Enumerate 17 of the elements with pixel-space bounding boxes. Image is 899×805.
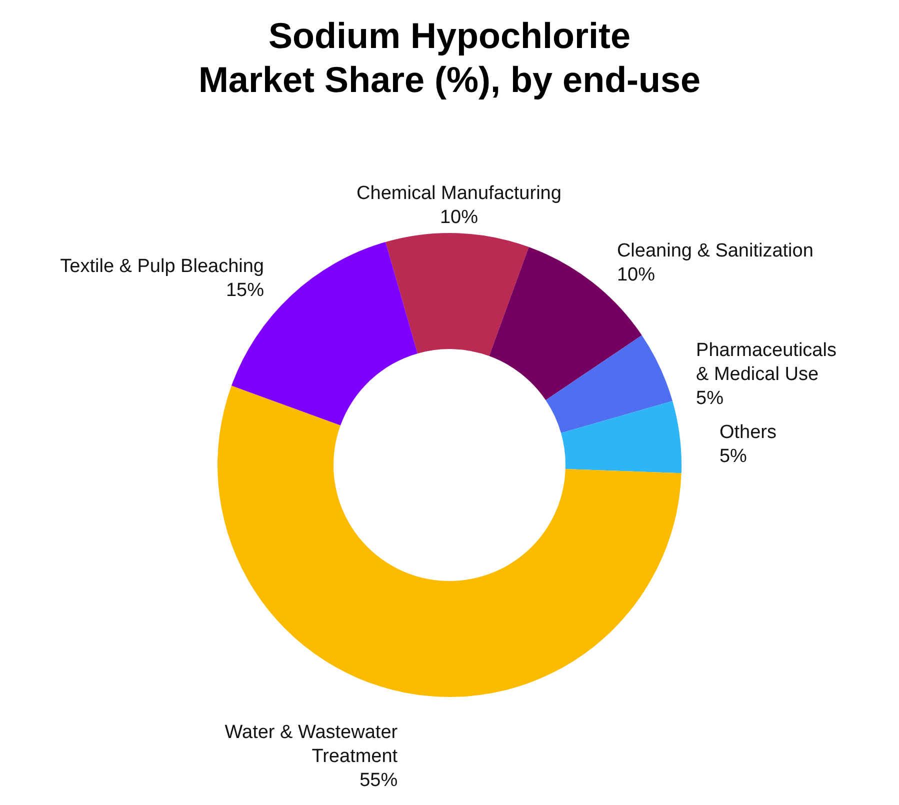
data-label: 5% (696, 388, 724, 410)
data-label: 10% (616, 264, 656, 286)
data-label: 10% (440, 207, 478, 228)
slice-label: Textile & Pulp Bleaching (60, 256, 264, 278)
slice-label: Chemical Manufacturing (356, 183, 562, 204)
data-label: 15% (226, 280, 264, 302)
slice-label: Pharmaceuticals & Medical Use (696, 340, 836, 386)
donut-slice (546, 335, 673, 434)
donut-slice (218, 386, 682, 697)
slice-label: Others (719, 422, 777, 443)
chart-title: Sodium Hypochlorite Market Share (%), by end-use (198, 15, 701, 100)
data-label: 5% (719, 446, 748, 467)
donut-slice (561, 401, 682, 474)
data-label: 55% (360, 770, 398, 792)
donut-slice (386, 233, 529, 356)
slice-label: Cleaning & Sanitization (616, 240, 814, 262)
slice-label: Water & Wastewater Treatment (224, 722, 398, 768)
